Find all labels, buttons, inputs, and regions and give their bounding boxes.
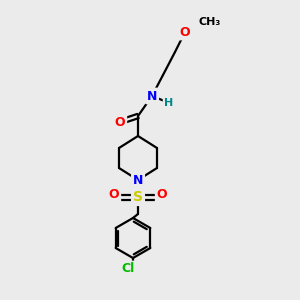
Text: O: O [115,116,125,128]
Text: H: H [164,98,174,108]
Text: S: S [133,190,143,204]
Text: Cl: Cl [122,262,135,275]
Text: N: N [147,89,157,103]
Text: N: N [133,173,143,187]
Text: O: O [157,188,167,202]
Text: O: O [109,188,119,202]
Text: O: O [180,26,190,38]
Text: CH₃: CH₃ [199,17,221,27]
